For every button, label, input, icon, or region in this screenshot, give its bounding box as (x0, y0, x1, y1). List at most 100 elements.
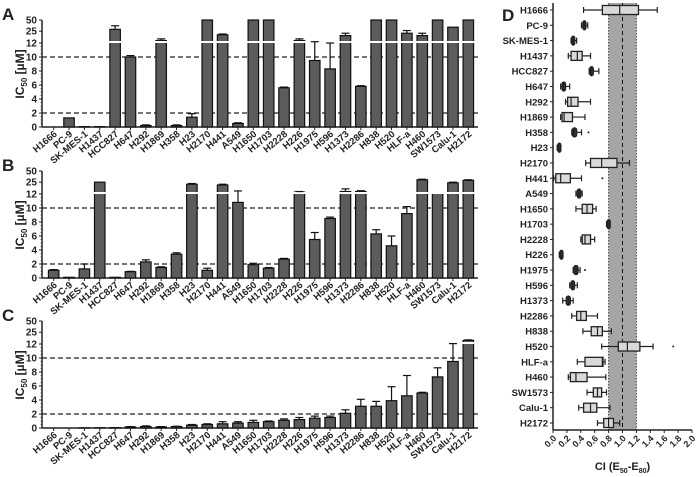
outlier-point (583, 269, 586, 272)
box-H1703: H1703 (520, 218, 611, 231)
panel-letter: A (2, 5, 14, 24)
bar-H2170 (201, 423, 214, 429)
box-H1975: H1975 (520, 264, 586, 277)
bar-HCC827 (109, 276, 121, 279)
y-tick-label: 6 (31, 81, 37, 92)
box-H1869: H1869 (520, 111, 586, 124)
bar-H2170 (201, 19, 214, 128)
box-Calu-1: Calu-1 (519, 402, 611, 414)
bar-H1437 (93, 181, 106, 279)
y-tick-label: 2 (31, 410, 37, 421)
bar-H226 (293, 419, 306, 429)
panel-letter: D (502, 6, 514, 25)
box-H358: H358 (525, 127, 590, 139)
box-H2170: H2170 (520, 157, 631, 169)
y-tick-label: A549 (525, 189, 548, 200)
bar-H441 (216, 184, 229, 279)
y-axis-label: IC50 [µM] (13, 350, 29, 399)
y-tick-label: 8 (31, 67, 37, 78)
bar-H596 (324, 217, 336, 279)
box-H1437: H1437 (520, 50, 592, 62)
bar-H2172 (462, 19, 475, 128)
box-H1650: H1650 (520, 203, 597, 215)
box-H226: H226 (525, 249, 564, 261)
y-label-main: IC (13, 237, 27, 249)
bar-H1666 (47, 269, 60, 279)
box-PC-9: PC-9 (526, 20, 589, 32)
box-HCC827: HCC827 (512, 66, 600, 78)
y-label-main: IC (13, 86, 27, 98)
bar-H838 (370, 405, 383, 429)
y-tick-label: 50 (26, 317, 38, 328)
y-tick-label: 10 (26, 354, 38, 365)
y-tick-label: H2170 (520, 158, 548, 169)
bar-H1703 (262, 267, 275, 279)
bar-H2286 (354, 190, 367, 279)
x-label-main: CI (E (595, 461, 620, 473)
y-tick-label: 0 (31, 274, 37, 285)
y-tick-label: 12 (26, 39, 38, 50)
y-tick-label: 2 (31, 109, 37, 120)
box (584, 356, 604, 367)
box-H2172: H2172 (520, 417, 621, 430)
y-tick-label: H520 (525, 342, 548, 353)
box-H596: H596 (525, 280, 578, 292)
y-tick-label: 12 (26, 190, 38, 201)
panel-letter: B (2, 156, 14, 175)
y-tick-label: H292 (525, 97, 548, 108)
y-tick-label: H23 (531, 143, 548, 154)
y-tick-label: H1650 (520, 204, 548, 215)
y-tick-label: 4 (31, 396, 37, 407)
bar-H596 (324, 68, 336, 128)
y-label-unit: [µM] (13, 350, 27, 378)
bar-H2286 (354, 405, 367, 429)
y-label-main: IC (13, 387, 27, 399)
bar-HCC827 (109, 28, 121, 128)
box-SW1573: SW1573 (512, 387, 608, 399)
bar-H647 (124, 56, 137, 128)
y-tick-label: H226 (525, 250, 548, 261)
bar-H1975 (308, 238, 321, 279)
y-tick-label: H1869 (520, 113, 548, 124)
bar-H292 (139, 426, 152, 429)
box-H1666: H1666 (520, 4, 658, 17)
box (569, 371, 588, 383)
bar-H2228 (278, 87, 290, 128)
bar-SW1573 (431, 376, 444, 429)
bar-H647 (124, 271, 137, 279)
panel-letter: C (2, 306, 14, 325)
bar-H838 (370, 19, 383, 128)
y-tick-label: HCC827 (512, 67, 548, 78)
box-H441: H441 (525, 173, 604, 185)
bar-H226 (293, 191, 306, 279)
box-H520: H520 (525, 341, 675, 353)
y-tick-label: H838 (525, 327, 548, 338)
bar-H23 (186, 183, 198, 279)
box-H2228: H2228 (520, 234, 596, 246)
y-tick-label: 6 (31, 382, 37, 393)
bar-H1703 (262, 19, 275, 128)
box (555, 173, 572, 184)
x-label-sub2: 80 (639, 468, 647, 475)
bar-H23 (186, 116, 198, 128)
y-label-subscript: 50 (20, 228, 29, 237)
y-tick-label: 25 (26, 27, 38, 38)
bar-Calu-1 (447, 360, 459, 429)
bar-A549 (232, 122, 244, 128)
bar-H520 (385, 400, 398, 429)
bar-Calu-1 (447, 182, 459, 279)
y-tick-label: H647 (525, 82, 548, 93)
box (590, 326, 603, 337)
bar-H1975 (308, 417, 321, 429)
box-H2286: H2286 (520, 310, 599, 322)
box-H23: H23 (531, 142, 562, 154)
y-tick-label: 12 (26, 340, 38, 351)
y-axis-label: IC50 [µM] (13, 200, 29, 249)
y-tick-label: 25 (26, 328, 38, 339)
y-tick-label: 10 (26, 53, 38, 64)
y-tick-label: 8 (31, 368, 37, 379)
bar-H2170 (201, 269, 214, 279)
box-H838: H838 (525, 326, 612, 338)
